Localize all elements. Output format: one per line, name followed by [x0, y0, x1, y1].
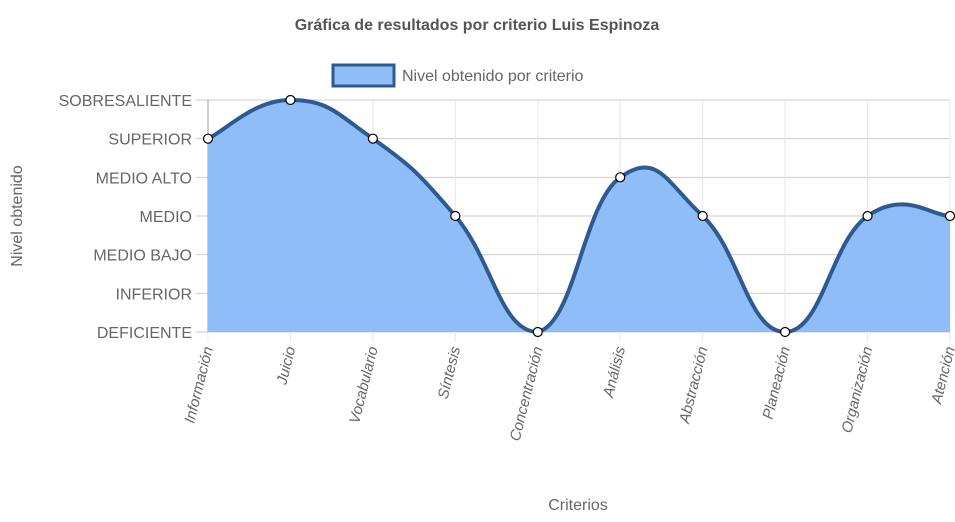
data-points[interactable] — [202, 94, 955, 338]
data-point-7[interactable] — [780, 326, 791, 338]
y-tick-label: SUPERIOR — [108, 132, 192, 149]
area-fill — [208, 100, 950, 332]
x-tick-label: Análisis — [600, 344, 629, 400]
y-tick-label: MEDIO BAJO — [93, 248, 192, 265]
data-point-8[interactable] — [862, 210, 873, 222]
data-point-9[interactable] — [944, 210, 955, 222]
x-tick-label: Atención — [928, 345, 955, 407]
series-line — [207, 97, 951, 335]
legend[interactable]: Nivel obtenido por criterio — [331, 63, 584, 88]
x-tick-label: Vocabulario — [346, 345, 382, 425]
x-tick-label: Organización — [839, 345, 877, 435]
data-point-1[interactable] — [285, 94, 296, 106]
y-tick-label: SOBRESALIENTE — [59, 93, 192, 110]
x-axis-title: Criterios — [548, 497, 608, 514]
x-tick-label: Planeación — [760, 345, 794, 421]
data-point-0[interactable] — [202, 133, 214, 144]
y-tick-label: MEDIO — [140, 209, 192, 226]
x-tick-label: Información — [181, 345, 216, 425]
y-tick-label: INFERIOR — [116, 286, 192, 303]
x-tick-label: Concentración — [507, 345, 547, 443]
data-point-5[interactable] — [615, 172, 626, 183]
data-point-3[interactable] — [450, 210, 461, 222]
legend-label: Nivel obtenido por criterio — [402, 68, 584, 85]
y-tick-label: DEFICIENTE — [97, 325, 192, 342]
x-tick-label: Síntesis — [435, 344, 465, 400]
x-tick-label: Juicio — [273, 345, 299, 387]
data-point-4[interactable] — [532, 326, 543, 338]
chart-title: Gráfica de resultados por criterio Luis … — [295, 17, 660, 34]
y-axis-title: Nivel obtenido — [9, 165, 26, 267]
data-point-2[interactable] — [367, 133, 378, 144]
x-tick-label: Abstracción — [676, 345, 712, 426]
series-area — [207, 97, 951, 335]
data-point-6[interactable] — [697, 210, 708, 222]
x-axis-ticks: Información Juicio Vocabulario Síntesis Conc… — [181, 344, 955, 442]
legend-swatch — [331, 63, 396, 88]
y-tick-label: MEDIO ALTO — [96, 170, 192, 187]
y-axis-ticks: DEFICIENTE INFERIOR MEDIO BAJO MEDIO MEDIO A… — [59, 93, 192, 342]
